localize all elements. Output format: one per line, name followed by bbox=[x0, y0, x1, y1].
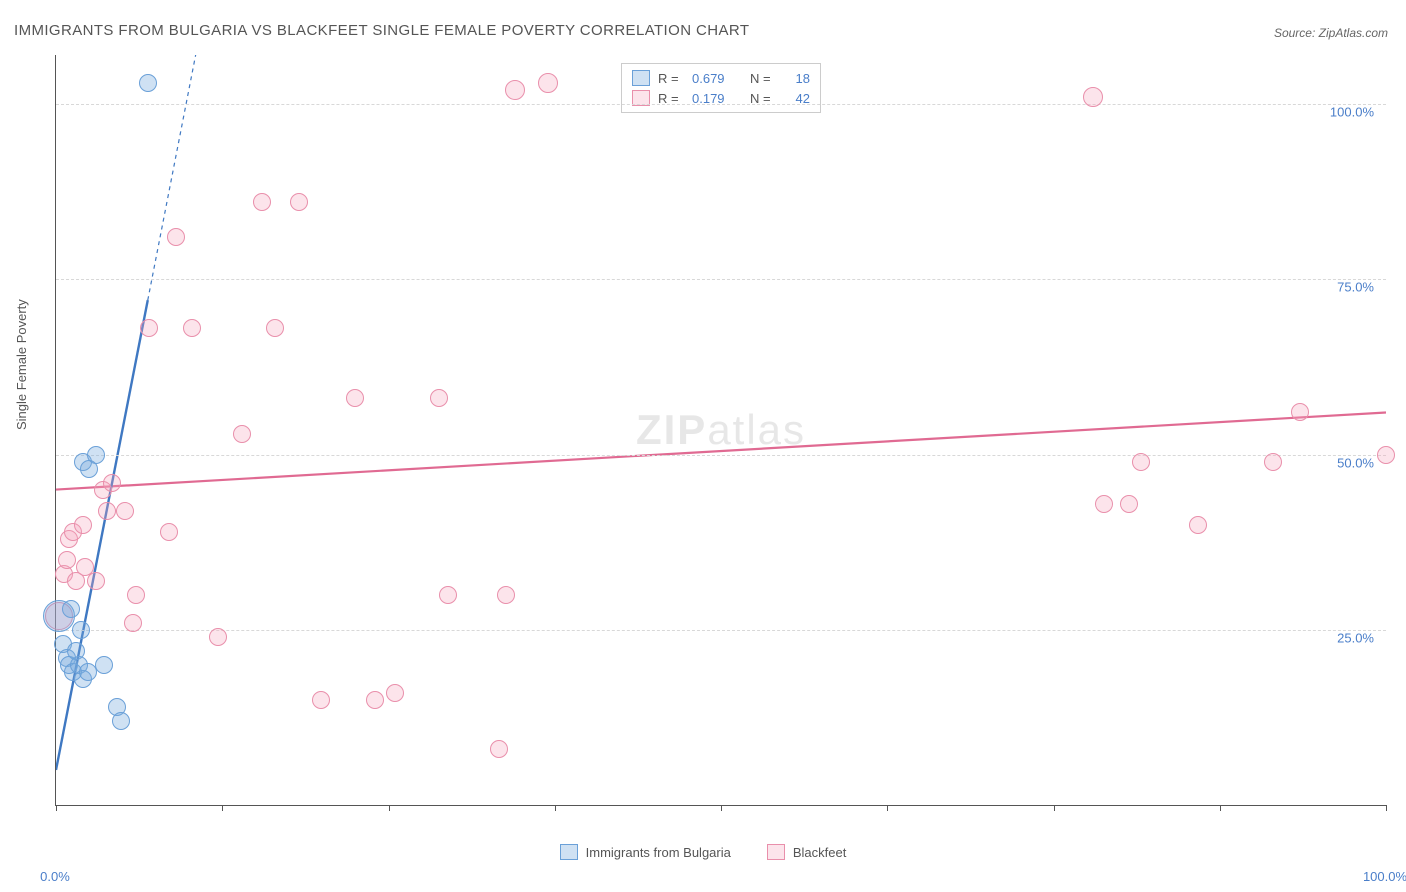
pink-point bbox=[98, 502, 116, 520]
pink-point bbox=[497, 586, 515, 604]
pink-point bbox=[127, 586, 145, 604]
watermark-bold: ZIP bbox=[636, 406, 707, 453]
pink-point bbox=[58, 551, 76, 569]
pink-point bbox=[160, 523, 178, 541]
blue-point bbox=[95, 656, 113, 674]
pink-point bbox=[290, 193, 308, 211]
gridline bbox=[56, 104, 1386, 105]
y-tick-label: 75.0% bbox=[1337, 280, 1374, 295]
pink-point bbox=[1377, 446, 1395, 464]
pink-point bbox=[87, 572, 105, 590]
chart-plot-area: ZIPatlas R = 0.679 N = 18 R = 0.179 N = … bbox=[55, 55, 1386, 806]
blue-point bbox=[72, 621, 90, 639]
pink-point bbox=[140, 319, 158, 337]
legend-stats-box: R = 0.679 N = 18 R = 0.179 N = 42 bbox=[621, 63, 821, 113]
pink-point bbox=[1083, 87, 1103, 107]
pink-point bbox=[266, 319, 284, 337]
blue-point bbox=[139, 74, 157, 92]
pink-point bbox=[1291, 403, 1309, 421]
pink-point bbox=[1095, 495, 1113, 513]
legend-item-blue: Immigrants from Bulgaria bbox=[560, 844, 731, 860]
legend-swatch-pink bbox=[767, 844, 785, 860]
y-tick-label: 50.0% bbox=[1337, 455, 1374, 470]
legend-r-label: R = bbox=[658, 71, 684, 86]
pink-point bbox=[366, 691, 384, 709]
x-tick bbox=[389, 805, 390, 811]
gridline bbox=[56, 455, 1386, 456]
x-tick bbox=[1054, 805, 1055, 811]
gridline bbox=[56, 630, 1386, 631]
legend-r-value-blue: 0.679 bbox=[692, 71, 742, 86]
legend-item-pink: Blackfeet bbox=[767, 844, 846, 860]
x-tick-label: 0.0% bbox=[40, 869, 70, 884]
x-tick bbox=[721, 805, 722, 811]
y-axis-label: Single Female Poverty bbox=[14, 299, 29, 430]
watermark-light: atlas bbox=[707, 406, 806, 453]
trend-line bbox=[148, 55, 196, 300]
pink-point bbox=[183, 319, 201, 337]
y-tick-label: 100.0% bbox=[1330, 105, 1374, 120]
pink-point bbox=[505, 80, 525, 100]
x-tick bbox=[56, 805, 57, 811]
legend-n-value-blue: 18 bbox=[786, 71, 810, 86]
pink-point bbox=[346, 389, 364, 407]
x-tick bbox=[887, 805, 888, 811]
pink-point bbox=[1264, 453, 1282, 471]
pink-point bbox=[312, 691, 330, 709]
legend-n-label: N = bbox=[750, 71, 778, 86]
pink-point bbox=[253, 193, 271, 211]
x-tick bbox=[222, 805, 223, 811]
legend-swatch-blue bbox=[632, 70, 650, 86]
blue-point bbox=[62, 600, 80, 618]
pink-point bbox=[124, 614, 142, 632]
x-tick bbox=[1386, 805, 1387, 811]
blue-point bbox=[112, 712, 130, 730]
blue-point bbox=[80, 460, 98, 478]
gridline bbox=[56, 279, 1386, 280]
watermark: ZIPatlas bbox=[636, 406, 806, 454]
pink-point bbox=[103, 474, 121, 492]
pink-point bbox=[209, 628, 227, 646]
y-tick-label: 25.0% bbox=[1337, 630, 1374, 645]
legend-stats-row-blue: R = 0.679 N = 18 bbox=[632, 68, 810, 88]
source-label: Source: ZipAtlas.com bbox=[1274, 26, 1388, 40]
x-tick bbox=[1220, 805, 1221, 811]
pink-point bbox=[116, 502, 134, 520]
legend-label-pink: Blackfeet bbox=[793, 845, 846, 860]
legend-series: Immigrants from Bulgaria Blackfeet bbox=[0, 844, 1406, 860]
pink-point bbox=[538, 73, 558, 93]
pink-point bbox=[1120, 495, 1138, 513]
pink-point bbox=[490, 740, 508, 758]
x-tick bbox=[555, 805, 556, 811]
legend-swatch-blue bbox=[560, 844, 578, 860]
pink-point bbox=[430, 389, 448, 407]
pink-point bbox=[233, 425, 251, 443]
pink-point bbox=[1132, 453, 1150, 471]
chart-title: IMMIGRANTS FROM BULGARIA VS BLACKFEET SI… bbox=[14, 22, 749, 39]
pink-point bbox=[386, 684, 404, 702]
legend-label-blue: Immigrants from Bulgaria bbox=[586, 845, 731, 860]
pink-point bbox=[74, 516, 92, 534]
x-tick-label: 100.0% bbox=[1363, 869, 1406, 884]
pink-point bbox=[439, 586, 457, 604]
pink-point bbox=[167, 228, 185, 246]
pink-point bbox=[1189, 516, 1207, 534]
